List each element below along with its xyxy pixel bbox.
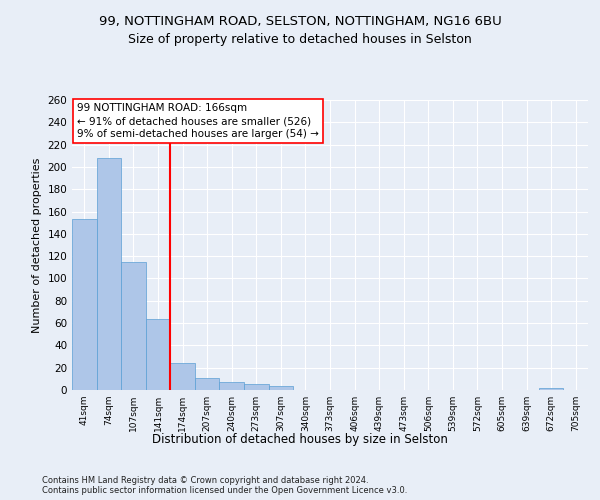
Bar: [97, 158, 121, 390]
Y-axis label: Number of detached properties: Number of detached properties: [32, 158, 42, 332]
Text: 99 NOTTINGHAM ROAD: 166sqm
← 91% of detached houses are smaller (526)
9% of semi: 99 NOTTINGHAM ROAD: 166sqm ← 91% of deta…: [77, 103, 319, 140]
Bar: [72, 220, 97, 390]
Text: Contains HM Land Registry data © Crown copyright and database right 2024.
Contai: Contains HM Land Registry data © Crown c…: [42, 476, 407, 495]
Text: Size of property relative to detached houses in Selston: Size of property relative to detached ho…: [128, 32, 472, 46]
Bar: [121, 262, 146, 390]
Text: Distribution of detached houses by size in Selston: Distribution of detached houses by size …: [152, 432, 448, 446]
Bar: [269, 386, 293, 390]
Bar: [244, 384, 269, 390]
Bar: [146, 318, 170, 390]
Bar: [170, 363, 195, 390]
Bar: [220, 382, 244, 390]
Text: 99, NOTTINGHAM ROAD, SELSTON, NOTTINGHAM, NG16 6BU: 99, NOTTINGHAM ROAD, SELSTON, NOTTINGHAM…: [98, 15, 502, 28]
Bar: [539, 388, 563, 390]
Bar: [195, 378, 220, 390]
